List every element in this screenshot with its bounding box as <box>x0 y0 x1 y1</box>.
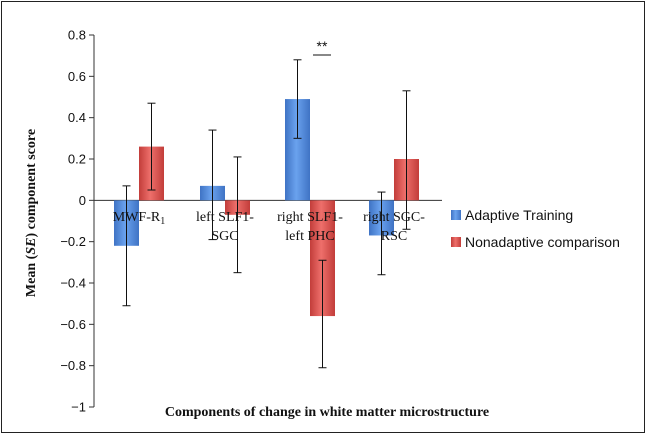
x-axis-label: Components of change in white matter mic… <box>165 405 489 420</box>
y-tick-label: 0.6 <box>68 69 86 84</box>
significance-marker: ** <box>317 38 328 54</box>
legend-swatch-0 <box>451 210 461 220</box>
category-label-2: right SLF1- <box>277 210 343 225</box>
y-tick-label: −0.4 <box>60 276 86 291</box>
y-tick-label: 0.4 <box>68 110 86 125</box>
y-axis-label: Mean (SE) component score <box>24 129 39 297</box>
y-tick-label: 0.8 <box>68 28 86 43</box>
y-tick-label: −0.6 <box>60 317 86 332</box>
y-tick-label: −1 <box>71 400 86 415</box>
category-label-3: right SGC- <box>363 210 425 225</box>
y-tick-label: 0 <box>79 193 86 208</box>
y-tick-label: −0.8 <box>60 358 86 373</box>
y-tick-label: 0.2 <box>68 152 86 167</box>
y-tick-label: −0.2 <box>60 234 86 249</box>
category-label-0: MWF-R1 <box>113 210 165 227</box>
category-label-1-line2: SGC <box>211 229 238 244</box>
legend-label-1: Nonadaptive comparison <box>465 234 620 250</box>
category-label-1: left SLF1- <box>196 210 254 225</box>
category-label-3-line2: RSC <box>381 229 407 244</box>
legend-swatch-1 <box>451 237 461 247</box>
legend-label-0: Adaptive Training <box>465 207 573 223</box>
category-label-2-line2: left PHC <box>285 229 334 244</box>
